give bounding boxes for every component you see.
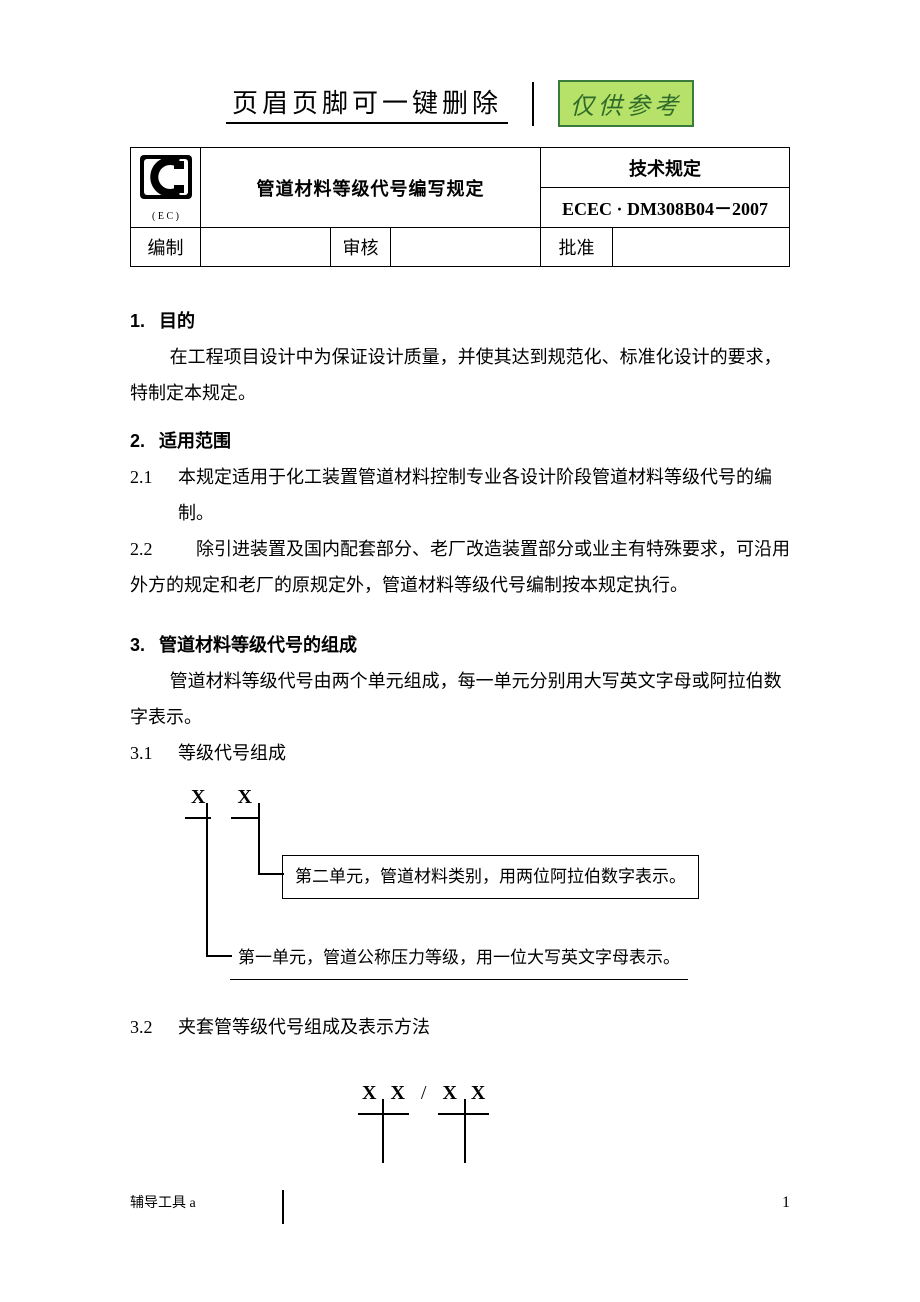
header-divider [532, 82, 534, 126]
d1-unit1-box: 第一单元，管道公称压力等级，用一位大写英文字母表示。 [230, 937, 688, 980]
section-3: 3. 管道材料等级代号的组成 管道材料等级代号由两个单元组成，每一单元分别用大写英… [130, 627, 790, 1173]
page-header: 页眉页脚可一键删除 仅供参考 [130, 80, 790, 127]
s3-p2-num: 3.2 [130, 1009, 178, 1045]
s2-p2b: 外方的规定和老厂的原规定外，管道材料等级代号编制按本规定执行。 [130, 567, 790, 603]
d1-x2: X [231, 777, 257, 819]
cell-review-value [391, 228, 541, 267]
code-prefix: ECEC · DM308B04 [562, 199, 714, 219]
s3-p1-title: 等级代号组成 [178, 735, 790, 771]
table-row: 编制 审核 批准 [131, 228, 790, 267]
footer-left: 辅导工具 a [130, 1192, 196, 1212]
section-2: 2. 适用范围 2.1 本规定适用于化工装置管道材料控制专业各设计阶段管道材料等级… [130, 423, 790, 603]
doc-code: ECEC · DM308B04－2007 [541, 188, 790, 228]
s3-p1-num: 3.1 [130, 735, 178, 771]
d2-vline-1 [382, 1099, 384, 1163]
d2-x4: X [471, 1073, 485, 1113]
s3-num: 3. [130, 635, 145, 655]
s3-p1: 3.1 等级代号组成 [130, 735, 790, 771]
s2-title: 适用范围 [159, 431, 231, 451]
s3-intro: 管道材料等级代号由两个单元组成，每一单元分别用大写英文字母或阿拉伯数字表示。 [130, 663, 790, 735]
header-title: 页眉页脚可一键删除 [226, 83, 508, 124]
s2-p2: 2.2 除引进装置及国内配套部分、老厂改造装置部分或业主有特殊要求，可沿用 [130, 531, 790, 567]
section-1: 1. 目的 在工程项目设计中为保证设计质量，并使其达到规范化、标准化设计的要求，特… [130, 303, 790, 411]
d1-vline-1 [206, 803, 208, 955]
s1-num: 1. [130, 311, 145, 331]
logo-icon [138, 153, 194, 209]
code-sep: － [714, 199, 732, 219]
document-body: 1. 目的 在工程项目设计中为保证设计质量，并使其达到规范化、标准化设计的要求，特… [130, 303, 790, 1173]
s2-p1-body: 本规定适用于化工装置管道材料控制专业各设计阶段管道材料等级代号的编制。 [178, 459, 790, 531]
s1-body: 在工程项目设计中为保证设计质量，并使其达到规范化、标准化设计的要求，特制定本规定… [130, 339, 790, 411]
s3-title: 管道材料等级代号的组成 [159, 635, 357, 655]
d2-x3: X [442, 1073, 456, 1113]
logo-cell: ( E C ) [131, 148, 201, 228]
info-table: ( E C ) 管道材料等级代号编写规定 技术规定 ECEC · DM308B0… [130, 147, 790, 267]
d2-vline-2 [464, 1099, 466, 1163]
tech-label: 技术规定 [541, 148, 790, 188]
d1-hline-1 [206, 955, 232, 957]
cell-review-label: 审核 [331, 228, 391, 267]
reference-badge: 仅供参考 [558, 80, 694, 127]
s2-p2-num: 2.2 [130, 531, 178, 567]
s2-num: 2. [130, 431, 145, 451]
page-number: 1 [782, 1194, 790, 1212]
diagram-code-structure: X X 第二单元，管道材料类别，用两位阿拉伯数字表示。 第一单元，管道公称压力等… [130, 777, 790, 987]
d1-symbols: X X [185, 777, 258, 819]
cell-approve-value [613, 228, 790, 267]
cell-compile-value [201, 228, 331, 267]
footer-divider [282, 1190, 284, 1224]
s2-p1: 2.1 本规定适用于化工装置管道材料控制专业各设计阶段管道材料等级代号的编制。 [130, 459, 790, 531]
diagram-jacket-code: X X / X X [130, 1073, 790, 1173]
s3-p2: 3.2 夹套管等级代号组成及表示方法 [130, 1009, 790, 1045]
code-year: 2007 [732, 199, 768, 219]
doc-title: 管道材料等级代号编写规定 [201, 148, 541, 228]
cell-approve-label: 批准 [541, 228, 613, 267]
d1-unit2-box: 第二单元，管道材料类别，用两位阿拉伯数字表示。 [282, 855, 699, 899]
d2-x2: X [390, 1073, 404, 1113]
cell-compile-label: 编制 [131, 228, 201, 267]
d2-x1: X [362, 1073, 376, 1113]
s2-p1-num: 2.1 [130, 459, 178, 531]
s3-p2-title: 夹套管等级代号组成及表示方法 [178, 1009, 790, 1045]
s1-title: 目的 [159, 311, 195, 331]
logo-caption: ( E C ) [135, 211, 196, 222]
d1-hline-2 [258, 873, 284, 875]
d2-symbols: X X / X X [358, 1073, 489, 1115]
d2-slash: / [421, 1073, 427, 1113]
s2-p2a: 除引进装置及国内配套部分、老厂改造装置部分或业主有特殊要求，可沿用 [178, 531, 790, 567]
d1-vline-2 [258, 803, 260, 873]
